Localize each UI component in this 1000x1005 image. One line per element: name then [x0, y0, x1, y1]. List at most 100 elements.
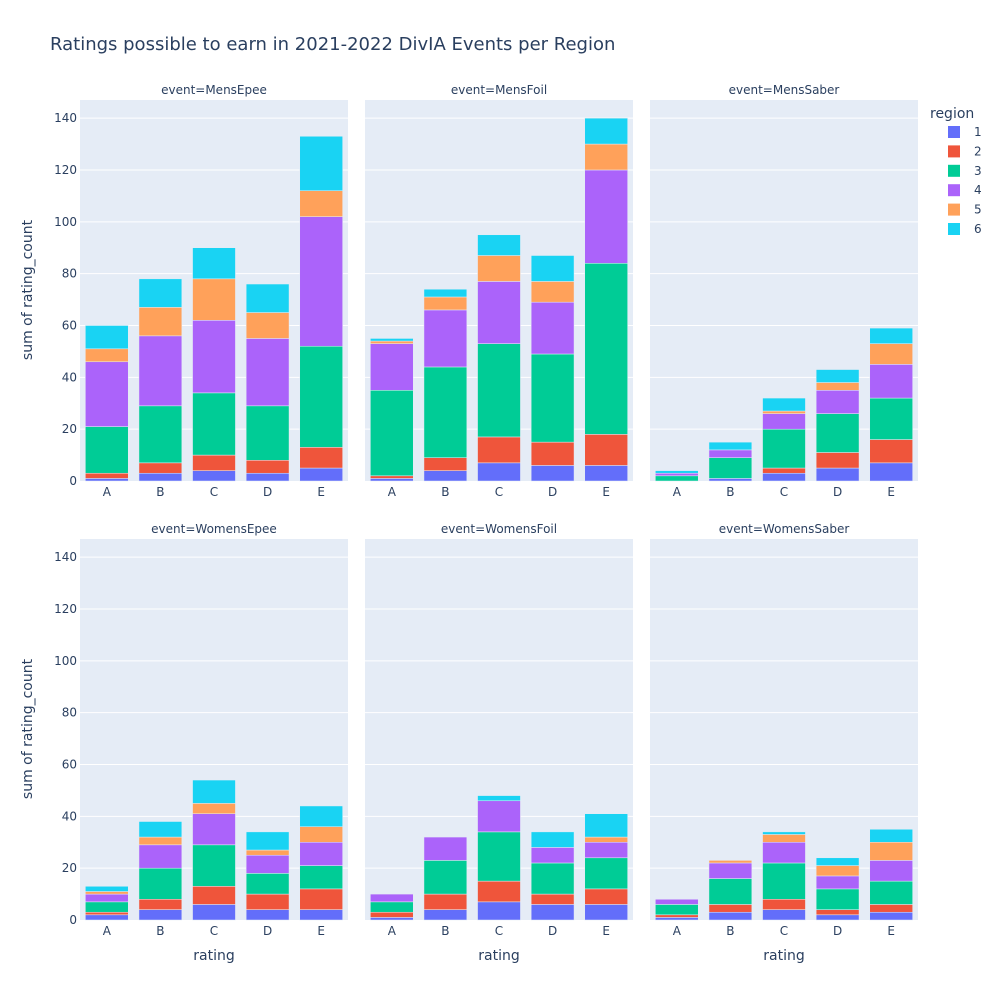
bar-segment	[85, 886, 129, 892]
bar-segment	[138, 278, 183, 308]
y-tick-label: 80	[62, 706, 77, 720]
bar-segment	[655, 899, 699, 905]
bar-segment	[762, 397, 806, 412]
x-tick-label: C	[780, 485, 788, 499]
y-tick-label: 100	[54, 215, 77, 229]
x-tick-label: B	[156, 485, 164, 499]
bar-segment	[299, 888, 343, 910]
bar-segment	[299, 909, 343, 921]
x-tick-label: A	[388, 924, 397, 938]
bar-segment	[530, 831, 575, 848]
bar-segment	[370, 893, 414, 903]
y-tick-label: 100	[54, 654, 77, 668]
bar-segment	[762, 831, 806, 835]
bar-segment	[869, 860, 913, 882]
bar-segment	[584, 263, 628, 435]
bar-segment	[299, 136, 343, 191]
x-tick-label: B	[156, 924, 164, 938]
bar-segment	[655, 475, 699, 482]
bar-segment	[477, 880, 521, 903]
y-tick-label: 60	[62, 318, 77, 332]
y-tick-label: 20	[62, 422, 77, 436]
x-tick-label: C	[780, 924, 788, 938]
legend-item[interactable]: 1	[948, 125, 982, 139]
bar-segment	[85, 472, 129, 479]
bar-segment	[423, 893, 468, 910]
y-tick-label: 120	[54, 163, 77, 177]
bar-segment	[869, 880, 913, 905]
legend-item[interactable]: 3	[948, 164, 982, 178]
bar-segment	[245, 854, 290, 874]
bar-segment	[815, 452, 860, 469]
bar-segment	[869, 462, 913, 482]
bar-segment	[192, 320, 236, 394]
legend-item[interactable]: 6	[948, 222, 982, 236]
bar-segment	[477, 234, 521, 256]
bar-segment	[869, 343, 913, 365]
bar-segment	[584, 857, 628, 890]
bar-segment	[85, 901, 129, 913]
x-tick-label: E	[602, 924, 610, 938]
bar-segment	[869, 841, 913, 861]
bar-segment	[708, 457, 753, 479]
bar-segment	[245, 460, 290, 474]
y-tick-label: 140	[54, 550, 77, 564]
bar-segment	[762, 841, 806, 864]
bar-segment	[138, 899, 183, 910]
bar-segment	[370, 340, 414, 344]
x-tick-label: D	[833, 485, 842, 499]
bar-segment	[869, 904, 913, 913]
bar-segment	[477, 343, 521, 438]
bar-segment	[815, 865, 860, 877]
facet-panel: event=MensSaber A B C D E	[650, 83, 918, 499]
x-tick-label: D	[833, 924, 842, 938]
bar-segment	[138, 472, 183, 482]
bar-segment	[423, 296, 468, 311]
bar-segment	[655, 472, 699, 477]
legend-item[interactable]: 2	[948, 144, 982, 158]
bar-segment	[708, 441, 753, 451]
bar-segment	[423, 860, 468, 895]
bar-segment	[299, 216, 343, 347]
bar-segment	[192, 454, 236, 471]
bar-segment	[192, 813, 236, 846]
legend-item[interactable]: 4	[948, 183, 982, 197]
facet-label: event=MensFoil	[451, 83, 547, 97]
bar-segment	[869, 327, 913, 344]
bar-segment	[370, 478, 414, 482]
x-tick-label: C	[495, 485, 503, 499]
bar-segment	[192, 844, 236, 887]
bar-segment	[370, 917, 414, 921]
bar-segment	[423, 470, 468, 482]
legend-item[interactable]: 5	[948, 203, 982, 217]
y-tick-label: 40	[62, 809, 77, 823]
x-tick-label: D	[548, 924, 557, 938]
bar-segment	[370, 390, 414, 477]
legend-swatch	[948, 164, 960, 177]
bar-segment	[138, 821, 183, 838]
bar-segment	[192, 886, 236, 905]
bar-segment	[584, 888, 628, 905]
x-tick-label: D	[263, 485, 272, 499]
bar-segment	[708, 862, 753, 879]
bar-segment	[762, 862, 806, 900]
bar-segment	[370, 343, 414, 391]
bar-segment	[138, 844, 183, 869]
bar-segment	[138, 335, 183, 407]
bar-segment	[477, 800, 521, 833]
legend-label: 6	[974, 222, 982, 236]
bar-segment	[192, 470, 236, 482]
x-tick-label: C	[210, 485, 218, 499]
bar-segment	[477, 831, 521, 882]
x-tick-label: A	[103, 924, 112, 938]
legend-swatch	[948, 126, 960, 138]
y-tick-label: 120	[54, 602, 77, 616]
legend-label: 3	[974, 164, 982, 178]
bar-segment	[815, 857, 860, 866]
bar-segment	[530, 904, 575, 921]
bar-segment	[762, 834, 806, 843]
bar-segment	[138, 836, 183, 846]
bar-segment	[530, 281, 575, 303]
bar-segment	[762, 467, 806, 474]
bar-segment	[655, 914, 699, 918]
